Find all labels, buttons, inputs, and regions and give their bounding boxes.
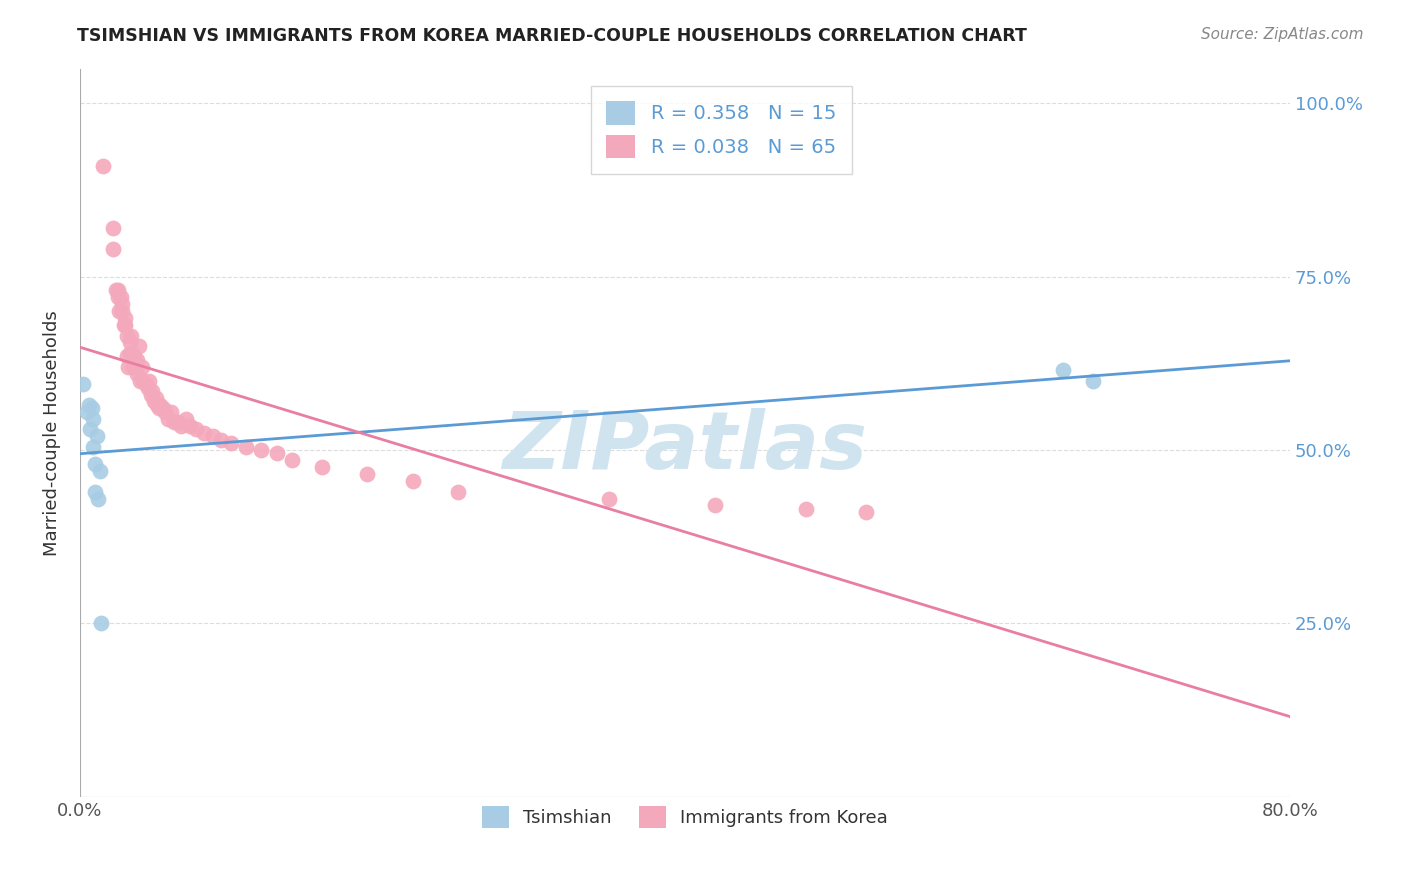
Point [159,405,181,419]
Point [72,377,94,392]
Point [118,346,141,360]
Point [90,616,112,631]
Text: TSIMSHIAN VS IMMIGRANTS FROM KOREA MARRIED-COUPLE HOUSEHOLDS CORRELATION CHART: TSIMSHIAN VS IMMIGRANTS FROM KOREA MARRI… [77,27,1028,45]
Point [105,284,128,298]
Point [87,491,110,506]
Point [114,318,136,333]
Point [111,297,134,311]
Point [179,418,201,433]
Legend: Tsimshian, Immigrants from Korea: Tsimshian, Immigrants from Korea [475,798,896,835]
Point [156,411,179,425]
Point [209,433,232,447]
Point [112,318,135,333]
Point [266,446,288,460]
Point [167,415,190,429]
Point [84,484,107,499]
Point [145,391,167,405]
Point [115,350,138,364]
Point [77,398,100,412]
Point [447,484,470,499]
Point [120,328,142,343]
Point [201,429,224,443]
Point [118,335,141,350]
Point [401,474,423,488]
Point [127,352,149,367]
Point [138,374,160,388]
Point [1083,374,1105,388]
Point [91,159,114,173]
Point [139,387,162,401]
Point [704,499,727,513]
Point [163,415,186,429]
Point [132,374,155,388]
Point [120,346,142,360]
Point [143,394,166,409]
Point [124,350,146,364]
Point [121,359,143,374]
Point [855,505,877,519]
Point [86,429,108,443]
Point [111,304,134,318]
Point [108,304,131,318]
Point [280,453,302,467]
Point [141,384,163,398]
Point [311,460,333,475]
Point [235,440,257,454]
Point [84,457,107,471]
Point [148,401,170,416]
Point [115,328,138,343]
Text: ZIPatlas: ZIPatlas [502,409,868,486]
Point [219,436,242,450]
Point [193,425,215,440]
Point [114,311,136,326]
Point [152,401,174,416]
Point [89,464,111,478]
Point [82,411,104,425]
Point [146,398,169,412]
Point [76,405,98,419]
Text: Source: ZipAtlas.com: Source: ZipAtlas.com [1201,27,1364,42]
Point [128,339,150,353]
Point [80,401,103,416]
Point [135,377,157,392]
Point [136,380,159,394]
Point [129,374,152,388]
Point [1052,363,1074,377]
Point [110,290,132,304]
Point [174,411,197,425]
Point [125,356,148,370]
Point [186,422,208,436]
Point [101,221,124,235]
Y-axis label: Married-couple Households: Married-couple Households [44,310,60,556]
Point [794,502,817,516]
Point [107,284,129,298]
Point [153,405,176,419]
Point [82,440,104,454]
Point [117,359,139,374]
Point [127,367,149,381]
Point [131,359,153,374]
Point [250,442,273,457]
Point [79,422,101,436]
Point [170,418,193,433]
Point [356,467,378,482]
Point [107,290,129,304]
Point [149,398,172,412]
Point [101,242,124,256]
Point [598,491,620,506]
